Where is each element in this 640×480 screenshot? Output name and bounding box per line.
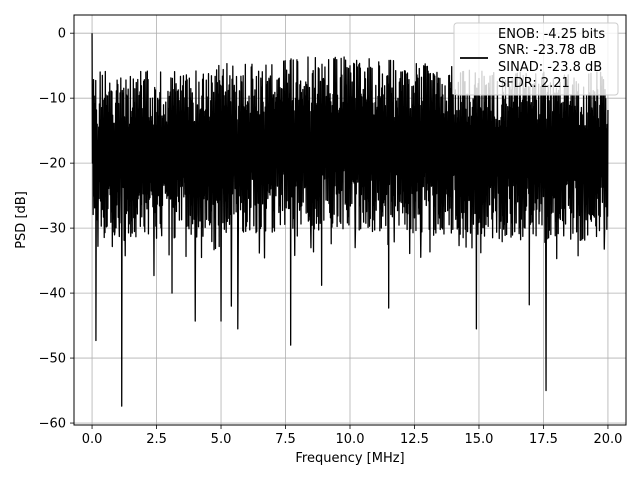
y-tick-label: −20 bbox=[39, 157, 66, 172]
psd-series-line bbox=[91, 33, 609, 407]
legend-snr: SNR: -23.78 dB bbox=[498, 43, 596, 58]
legend: ENOB: -4.25 bits SNR: -23.78 dB SINAD: -… bbox=[453, 22, 619, 96]
legend-sinad: SINAD: -23.8 dB bbox=[498, 60, 602, 75]
x-tick-label: 2.5 bbox=[146, 432, 167, 447]
ticks: 0.0 2.5 5.0 7.5 10.0 12.5 15.0 17.5 20.0 0 −10 −20 −… bbox=[39, 27, 623, 447]
y-tick-label: −40 bbox=[39, 287, 66, 302]
series-layer bbox=[91, 33, 609, 407]
x-tick-label: 15.0 bbox=[464, 432, 493, 447]
x-tick-label: 7.5 bbox=[275, 432, 296, 447]
legend-sfdr: SFDR: 2.21 bbox=[498, 76, 570, 91]
y-tick-label: 0 bbox=[58, 27, 66, 42]
y-tick-label: −50 bbox=[39, 352, 66, 367]
y-axis-label: PSD [dB] bbox=[14, 191, 29, 249]
legend-box bbox=[453, 22, 619, 96]
y-tick-label: −10 bbox=[39, 92, 66, 107]
x-tick-label: 5.0 bbox=[211, 432, 232, 447]
x-tick-label: 10.0 bbox=[336, 432, 365, 447]
x-axis-label: Frequency [MHz] bbox=[295, 451, 404, 466]
y-tick-label: −30 bbox=[39, 222, 66, 237]
x-tick-label: 20.0 bbox=[593, 432, 622, 447]
x-tick-label: 17.5 bbox=[529, 432, 558, 447]
x-tick-label: 0.0 bbox=[82, 432, 103, 447]
y-tick-label: −60 bbox=[39, 417, 66, 432]
x-tick-label: 12.5 bbox=[400, 432, 429, 447]
legend-enob: ENOB: -4.25 bits bbox=[498, 27, 605, 42]
